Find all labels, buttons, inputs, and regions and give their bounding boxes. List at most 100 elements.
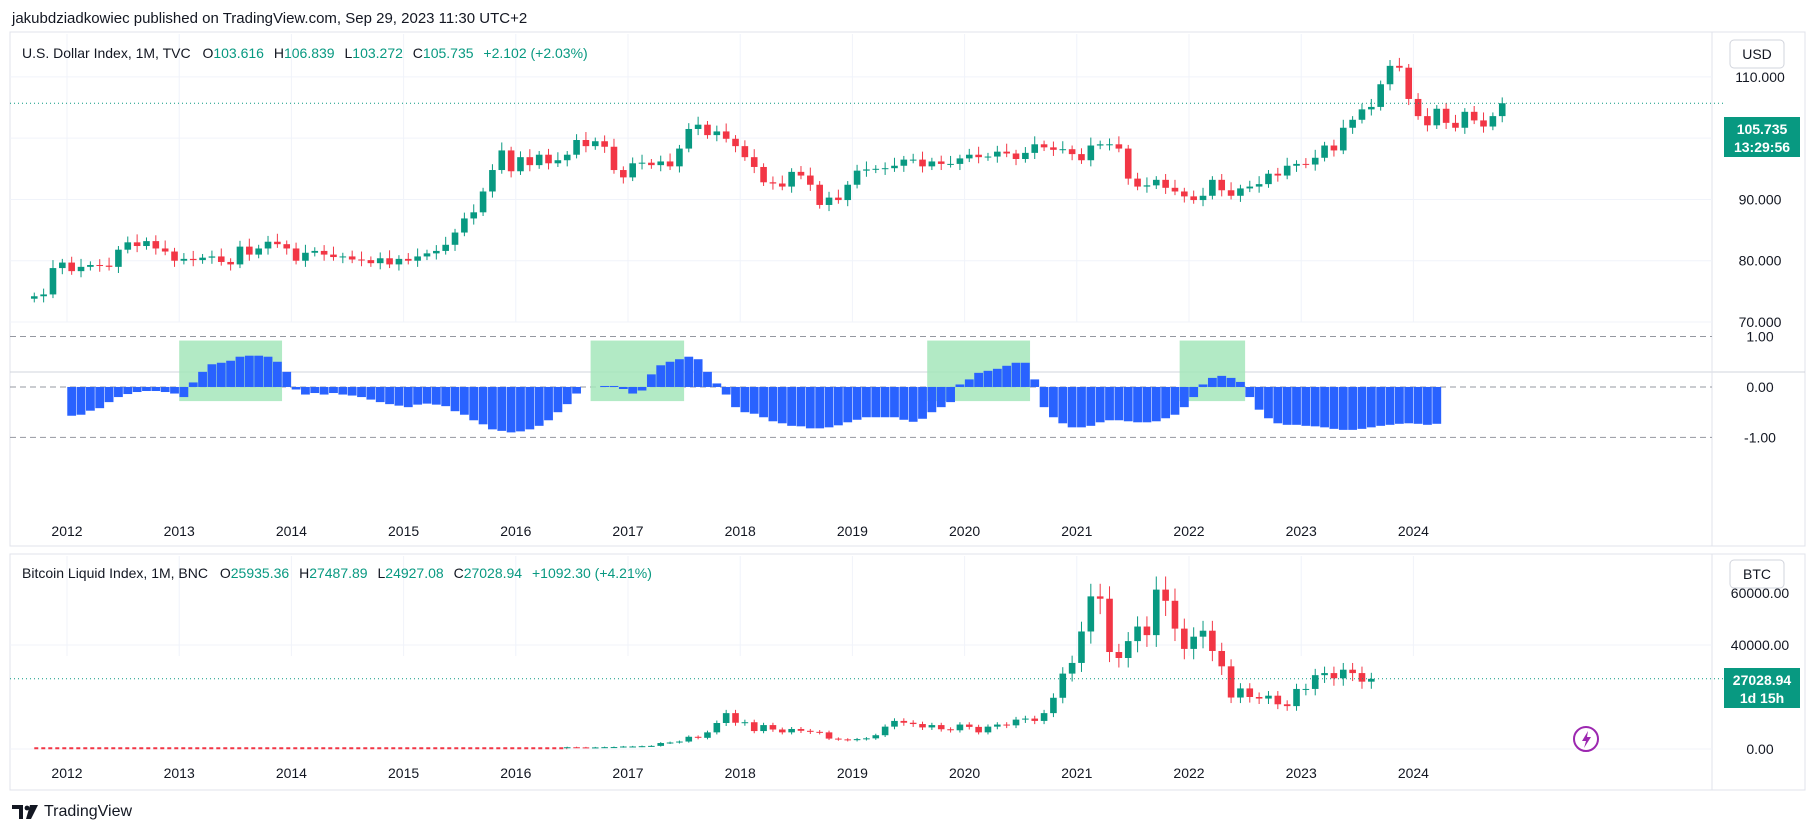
dxy-candle [1022, 152, 1029, 160]
dxy-candle [1377, 84, 1384, 107]
dxy-candle [320, 250, 328, 255]
footer-brand[interactable]: TradingView [12, 803, 132, 821]
btc-candle [881, 726, 889, 736]
histogram-bar [132, 386, 142, 393]
btc-candle [1134, 626, 1141, 642]
dxy-candle [685, 128, 693, 149]
btc-candle [919, 724, 926, 728]
dxy-candle [1227, 190, 1235, 196]
dxy-candle [1274, 173, 1282, 176]
btc-h-label: H [299, 565, 309, 581]
btc-candle [1022, 718, 1029, 720]
histogram-bar [1086, 386, 1096, 426]
histogram-bar [637, 386, 647, 391]
histogram-bar [544, 386, 553, 421]
histogram-bar [824, 386, 834, 428]
histogram-bar [1067, 386, 1077, 428]
dxy-candle [582, 140, 590, 147]
btc-candle [1274, 695, 1282, 705]
histogram-bar [310, 386, 320, 394]
histogram-bar [516, 386, 525, 432]
x-axis-year-label: 2023 [1286, 523, 1317, 539]
dxy-y-tick-label: 70.000 [1739, 314, 1782, 330]
dxy-candle [339, 256, 347, 258]
histogram-bar [450, 386, 460, 412]
dxy-countdown: 13:29:56 [1734, 139, 1790, 155]
btc-candle [788, 728, 795, 733]
dxy-candle [937, 161, 945, 164]
histogram-bar [946, 386, 955, 403]
btc-close: 27028.94 [464, 565, 523, 581]
dxy-candle [507, 150, 515, 172]
dxy-candle [704, 124, 711, 136]
btc-candle [722, 713, 730, 723]
dxy-candle [68, 262, 75, 272]
btc-candle [573, 747, 580, 749]
btc-candle [1124, 641, 1132, 658]
dxy-close: 105.735 [423, 45, 474, 61]
histogram-bar [1114, 386, 1124, 421]
histogram-bar [1404, 386, 1414, 424]
dxy-candle [1218, 179, 1226, 191]
histogram-bar [936, 386, 946, 408]
histogram-bar [852, 386, 862, 420]
btc-candle [994, 724, 1001, 727]
btc-y-tick-label: 0.00 [1746, 741, 1773, 757]
histogram-bar [1338, 386, 1348, 430]
lightning-icon[interactable] [1573, 726, 1599, 752]
dxy-candle [283, 244, 291, 249]
dxy-candle [161, 248, 169, 252]
histogram-bar [1133, 386, 1142, 423]
btc-candle [975, 726, 982, 733]
dxy-candle [610, 146, 618, 171]
dxy-candle [264, 241, 272, 249]
dxy-candle [87, 265, 94, 267]
dxy-change: +2.102 (+2.03%) [483, 45, 587, 61]
histogram-bar [843, 386, 853, 423]
tradingview-logo-icon [12, 805, 38, 819]
histogram-bar [1142, 386, 1152, 423]
histogram-bar [366, 386, 376, 400]
dxy-candle [769, 182, 777, 184]
histogram-bar [114, 386, 123, 398]
dxy-candle [498, 150, 506, 171]
btc-candle [666, 742, 674, 744]
dxy-candle [994, 151, 1001, 157]
dxy-candle [1115, 144, 1123, 149]
btc-candle [956, 724, 964, 731]
dxy-candle [844, 184, 852, 201]
histogram-bar [833, 386, 843, 426]
histogram-bar [347, 386, 357, 396]
histogram-bar [768, 386, 778, 422]
btc-candle [984, 726, 992, 733]
histogram-bar [1385, 386, 1395, 425]
x-axis-year-label: 2013 [164, 523, 195, 539]
x-axis-year-label: 2019 [837, 523, 868, 539]
dxy-candle [956, 158, 964, 164]
btc-candle [1096, 596, 1104, 599]
histogram-bar [759, 386, 768, 418]
histogram-bar [1049, 386, 1058, 418]
histogram-bar [740, 386, 750, 413]
histogram-bar [862, 386, 871, 418]
dxy-candle [676, 148, 683, 167]
histogram-bar [1348, 386, 1358, 430]
dxy-candle [807, 175, 814, 185]
histogram-bar [693, 359, 703, 387]
dxy-candle [1386, 65, 1394, 85]
dxy-low: 103.272 [352, 45, 403, 61]
dxy-currency-button[interactable]: USD [1729, 39, 1785, 69]
histogram-bar [908, 386, 918, 422]
btc-currency-button[interactable]: BTC [1729, 559, 1785, 589]
dxy-candle [414, 256, 421, 261]
btc-candle [1050, 697, 1057, 714]
dxy-candle [657, 161, 665, 166]
dxy-candle [246, 246, 253, 255]
btc-y-tick-label: 60000.00 [1731, 585, 1790, 601]
dxy-candle [928, 161, 936, 167]
dxy-candle [563, 154, 571, 161]
dxy-candle [1190, 196, 1197, 201]
btc-candle [965, 724, 973, 727]
dxy-candle [49, 268, 57, 295]
